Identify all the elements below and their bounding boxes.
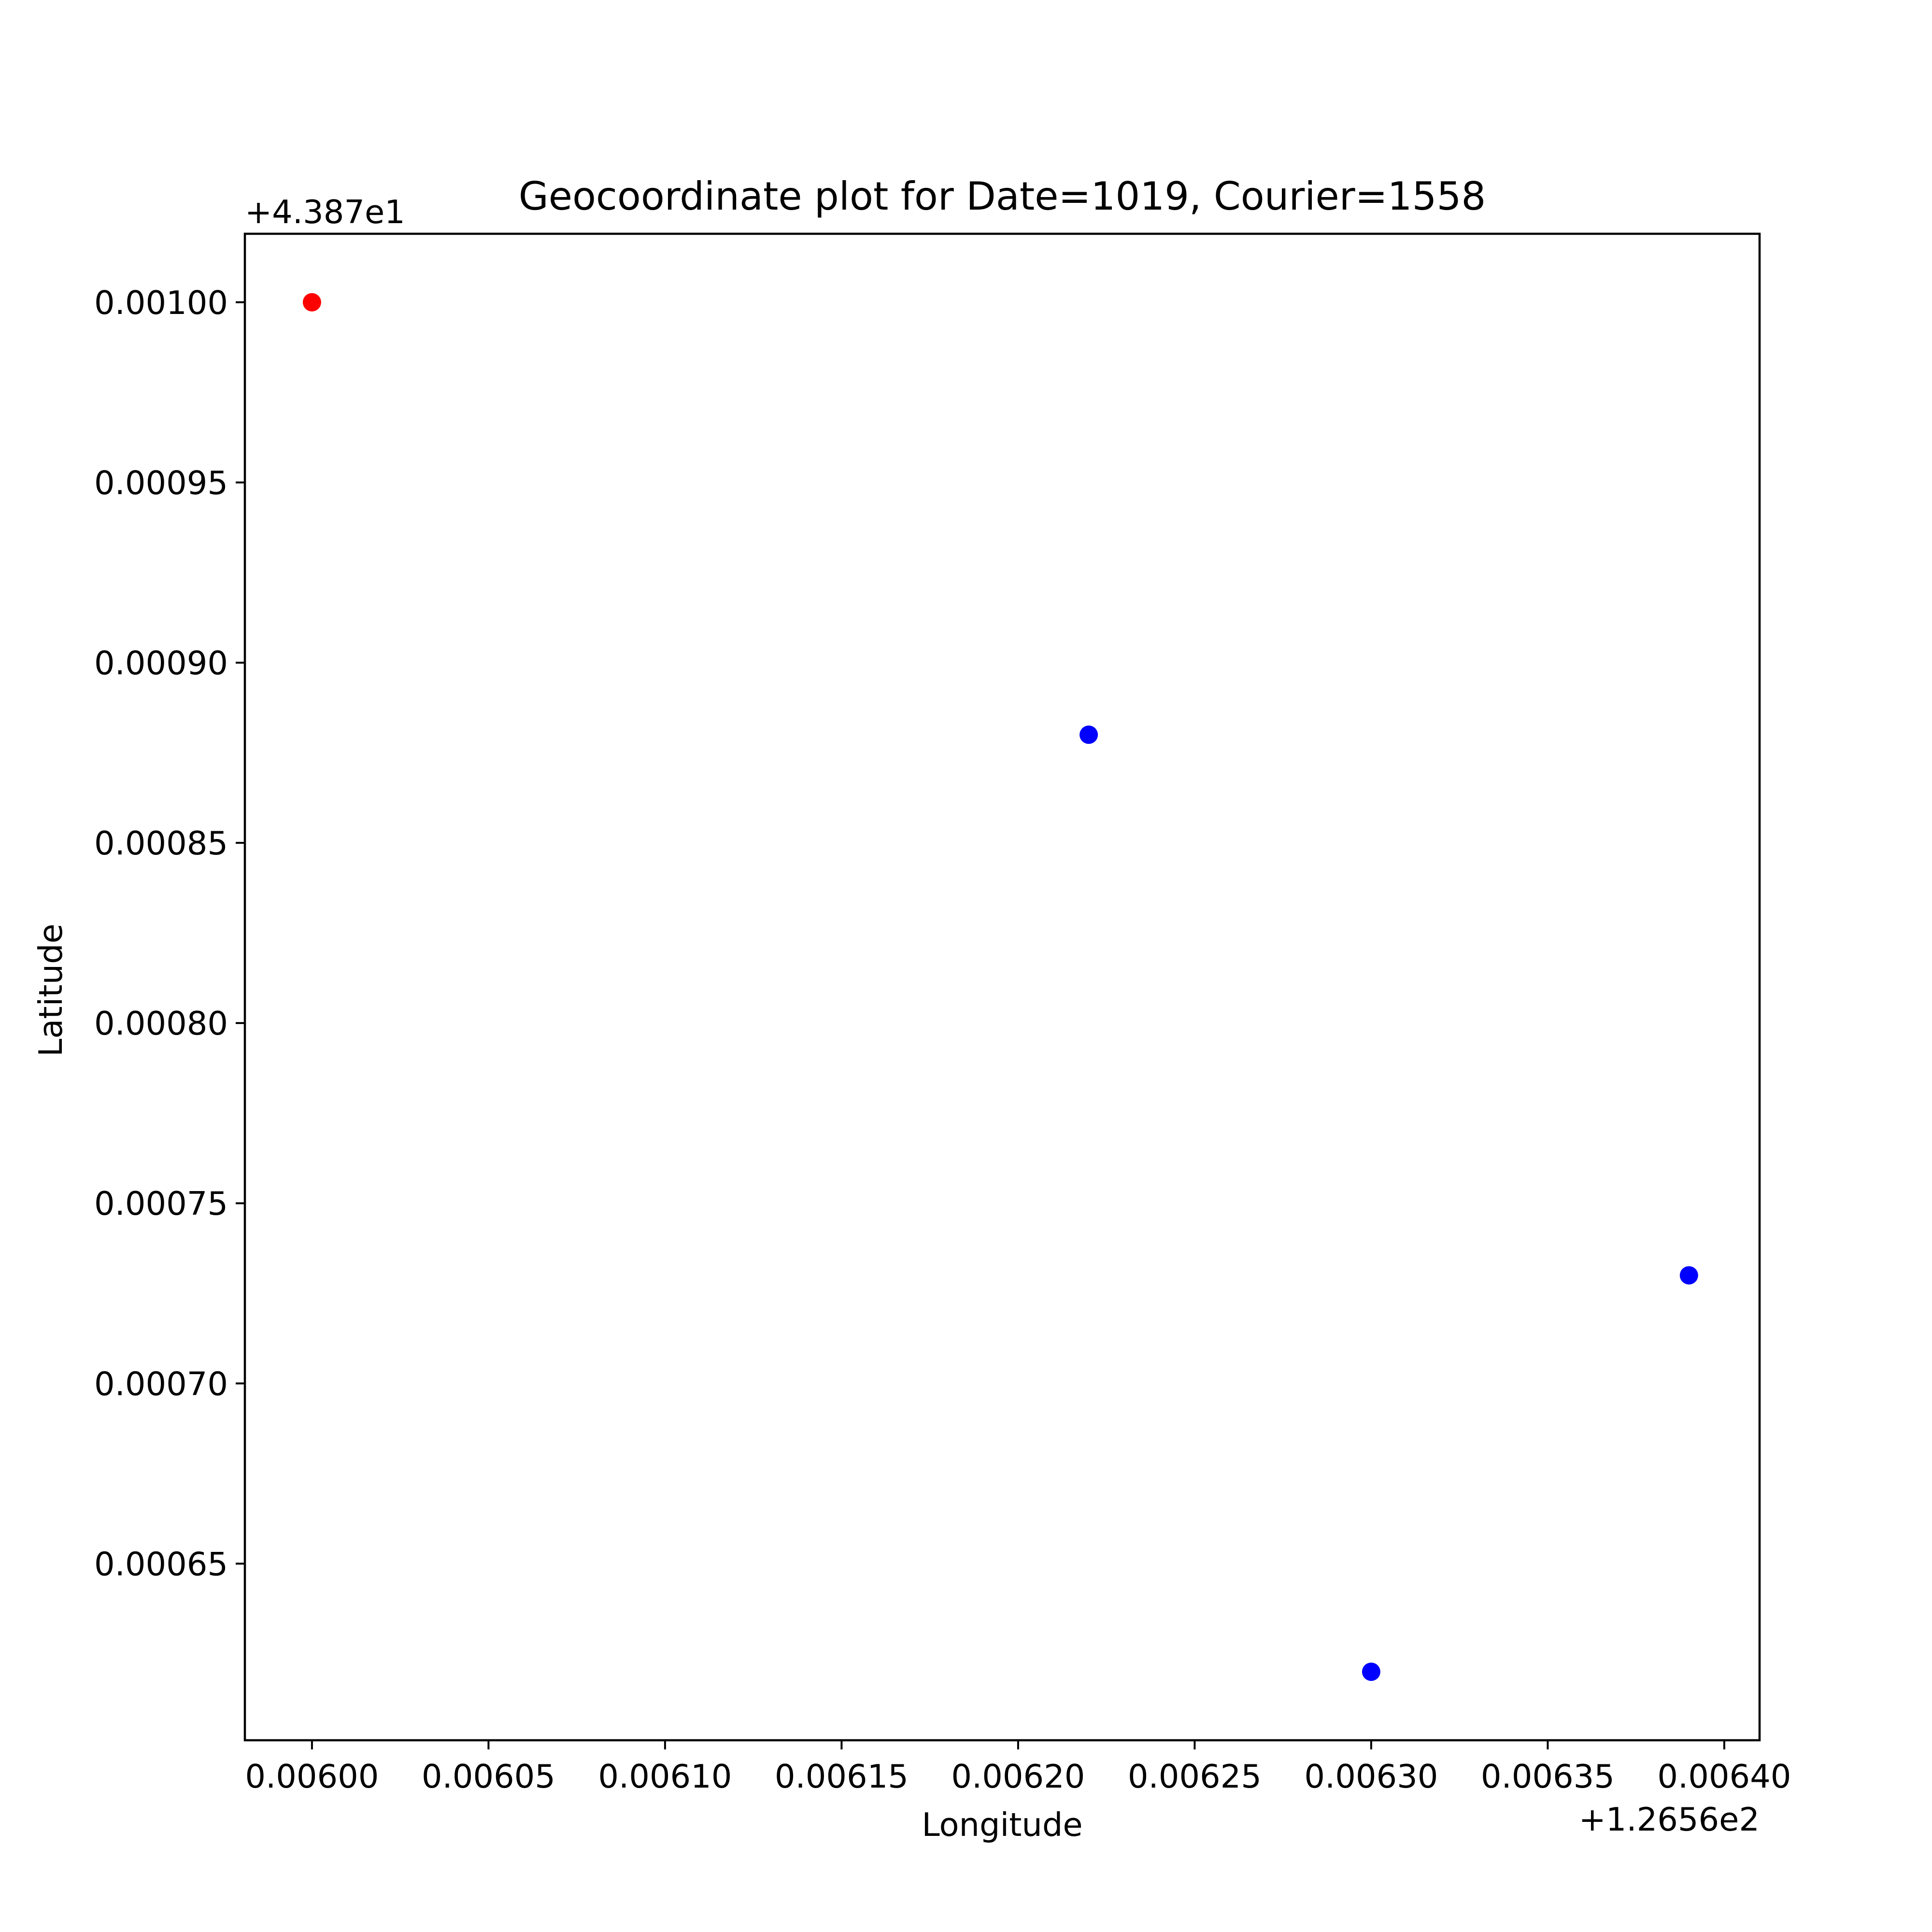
x-tick-label: 0.00635 [1481, 1758, 1615, 1795]
y-tick-label: 0.00070 [94, 1365, 228, 1403]
y-tick-label: 0.00080 [94, 1005, 228, 1042]
chart-title: Geocoordinate plot for Date=1019, Courie… [519, 174, 1486, 219]
plot-area [245, 234, 1760, 1740]
y-tick-label: 0.00075 [94, 1185, 228, 1222]
x-axis: 0.00600 0.00605 0.00610 0.00615 0.00620 0.006… [245, 1740, 1791, 1795]
y-tick-label: 0.00065 [94, 1545, 228, 1583]
data-point [303, 293, 321, 312]
y-tick-label: 0.00095 [94, 464, 228, 502]
x-tick-label: 0.00615 [775, 1758, 909, 1795]
y-tick-label: 0.00085 [94, 824, 228, 862]
data-point [1080, 725, 1098, 744]
x-tick-label: 0.00600 [245, 1758, 379, 1795]
x-axis-label: Longitude [922, 1806, 1082, 1844]
y-offset-label: +4.387e1 [245, 193, 405, 231]
y-axis: 0.00065 0.00070 0.00075 0.00080 0.00085 0.000… [94, 284, 245, 1583]
data-point [1362, 1662, 1380, 1681]
x-offset-label: +1.2656e2 [1579, 1801, 1760, 1838]
x-tick-label: 0.00620 [951, 1758, 1085, 1795]
x-tick-label: 0.00630 [1304, 1758, 1438, 1795]
x-tick-label: 0.00625 [1128, 1758, 1262, 1795]
x-tick-label: 0.00610 [598, 1758, 732, 1795]
data-point [1680, 1266, 1698, 1284]
y-axis-label: Latitude [32, 923, 70, 1057]
y-tick-label: 0.00090 [94, 644, 228, 682]
x-tick-label: 0.00605 [422, 1758, 555, 1795]
y-tick-label: 0.00100 [94, 284, 228, 322]
x-tick-label: 0.00640 [1657, 1758, 1791, 1795]
